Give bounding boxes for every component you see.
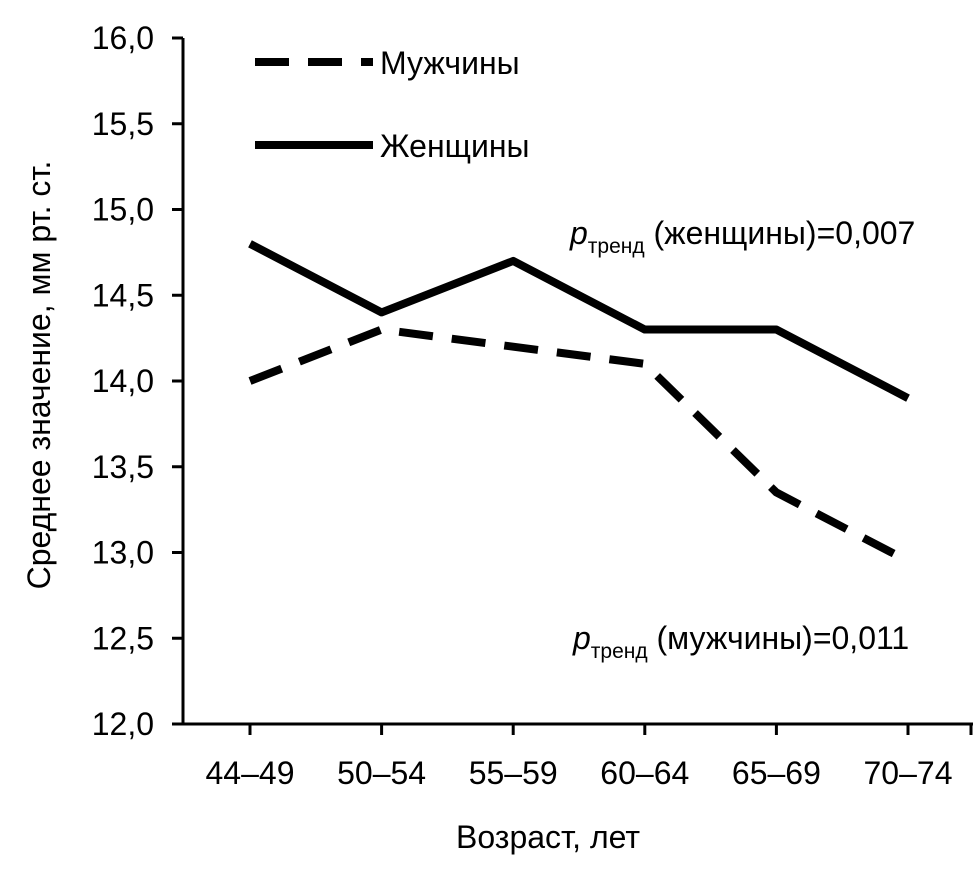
x-tick-label: 70–74 bbox=[864, 755, 953, 791]
y-tick-label: 13,5 bbox=[92, 449, 154, 485]
x-tick-label: 44–49 bbox=[206, 755, 295, 791]
x-axis-title: Возраст, лет bbox=[456, 819, 640, 855]
trend-annotation-men: pтренд (мужчины)=0,011 bbox=[572, 620, 909, 663]
annotation-text-men: (мужчины)=0,011 bbox=[648, 620, 910, 656]
y-axis-title: Среднее значение, мм рт. ст. bbox=[21, 161, 57, 590]
x-tick-label: 65–69 bbox=[732, 755, 821, 791]
y-tick-label: 14,0 bbox=[92, 363, 154, 399]
x-tick-label: 50–54 bbox=[337, 755, 426, 791]
y-tick-label: 13,0 bbox=[92, 535, 154, 571]
y-tick-label: 15,0 bbox=[92, 192, 154, 228]
y-tick-label: 15,5 bbox=[92, 106, 154, 142]
annotation-text-women: (женщины)=0,007 bbox=[645, 215, 916, 251]
legend-label-women: Женщины bbox=[380, 128, 530, 164]
y-tick-label: 12,5 bbox=[92, 620, 154, 656]
y-tick-label: 14,5 bbox=[92, 277, 154, 313]
x-tick-label: 55–59 bbox=[469, 755, 558, 791]
y-tick-label: 16,0 bbox=[92, 20, 154, 56]
annotation-p-men: p bbox=[572, 620, 591, 656]
trend-annotation-women: pтренд (женщины)=0,007 bbox=[569, 215, 915, 258]
legend: Мужчины Женщины bbox=[255, 45, 530, 164]
annotation-sub-women: тренд bbox=[588, 235, 645, 258]
x-tick-label: 60–64 bbox=[600, 755, 689, 791]
y-tick-label: 12,0 bbox=[92, 706, 154, 742]
series-line-men bbox=[248, 325, 910, 565]
annotation-p-women: p bbox=[569, 215, 588, 251]
annotation-sub-men: тренд bbox=[591, 640, 648, 663]
legend-label-men: Мужчины bbox=[380, 45, 520, 81]
series-line-women bbox=[248, 240, 910, 402]
